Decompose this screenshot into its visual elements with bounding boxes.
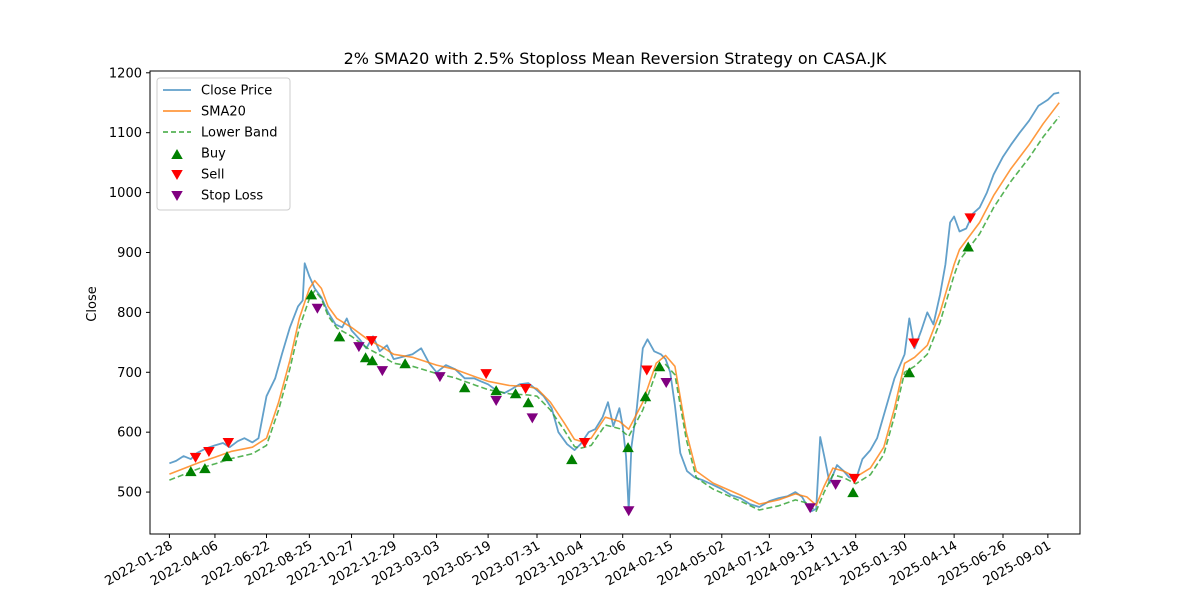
y-axis-label: Close [85, 286, 100, 321]
y-tick-label-1: 600 [117, 426, 142, 441]
buy-marker-9 [490, 385, 502, 396]
buy-marker-17 [903, 367, 916, 378]
series-line-close-price [169, 91, 1060, 513]
y-tick-label-0: 500 [117, 486, 142, 501]
y-tick-label-4: 900 [117, 246, 142, 261]
sell-marker-6 [578, 437, 591, 448]
legend-label-stop-loss: Stop Loss [201, 189, 263, 204]
buy-marker-11 [522, 397, 535, 408]
buy-marker-10 [509, 388, 522, 399]
buy-marker-2 [221, 451, 233, 462]
plot-area [169, 91, 1060, 517]
buy-marker-0 [185, 466, 197, 477]
stop-loss-marker-3 [434, 372, 446, 383]
series-line-sma20 [169, 102, 1060, 506]
stop-loss-marker-7 [660, 378, 672, 389]
series-line-lower-band [169, 116, 1060, 512]
buy-marker-1 [199, 463, 211, 474]
sell-marker-2 [222, 437, 235, 448]
legend-label-sell: Sell [201, 168, 224, 183]
sell-marker-8 [848, 473, 861, 484]
sell-marker-0 [189, 452, 202, 463]
y-tick-label-5: 1000 [109, 186, 142, 201]
sell-marker-7 [641, 365, 653, 376]
sell-marker-4 [480, 369, 492, 380]
legend-swatch-sell [171, 170, 183, 180]
y-tick-label-7: 1200 [109, 66, 142, 81]
chart-title: 2% SMA20 with 2.5% Stoploss Mean Reversi… [344, 49, 887, 68]
legend-label-lower-band: Lower Band [201, 126, 277, 141]
plot-frame [149, 70, 1081, 535]
sell-marker-9 [908, 338, 920, 349]
stop-loss-marker-4 [490, 396, 502, 407]
sell-marker-3 [365, 336, 378, 347]
stop-loss-marker-5 [526, 413, 539, 424]
stop-loss-marker-6 [622, 506, 635, 517]
sell-marker-1 [203, 446, 215, 457]
buy-marker-8 [458, 382, 471, 393]
legend-swatch-buy [171, 149, 183, 159]
legend-label-close-price: Close Price [201, 84, 272, 99]
buy-marker-14 [639, 391, 652, 402]
stop-loss-marker-8 [804, 503, 816, 514]
sell-marker-10 [964, 213, 976, 224]
y-tick-label-2: 700 [117, 366, 142, 381]
buy-marker-5 [359, 352, 372, 363]
legend-swatch-stop-loss [171, 191, 183, 201]
buy-marker-3 [305, 289, 318, 300]
stop-loss-marker-1 [353, 342, 365, 353]
stop-loss-marker-2 [376, 366, 389, 377]
legend-label-buy: Buy [201, 147, 226, 162]
stop-loss-marker-0 [311, 303, 324, 314]
buy-marker-7 [399, 358, 411, 369]
buy-marker-18 [962, 241, 974, 252]
buy-marker-16 [847, 487, 859, 498]
sell-marker-5 [519, 384, 532, 395]
buy-marker-13 [622, 442, 634, 453]
buy-marker-6 [366, 355, 379, 366]
legend-label-sma20: SMA20 [201, 105, 246, 120]
buy-marker-15 [653, 361, 666, 372]
buy-marker-12 [566, 454, 578, 465]
legend: Close Price SMA20 Lower Band Buy Sell Stop Lo… [156, 77, 291, 211]
buy-marker-4 [333, 331, 346, 342]
y-tick-label-3: 800 [117, 306, 142, 321]
stop-loss-marker-9 [829, 479, 842, 490]
y-tick-label-6: 1100 [109, 126, 142, 141]
